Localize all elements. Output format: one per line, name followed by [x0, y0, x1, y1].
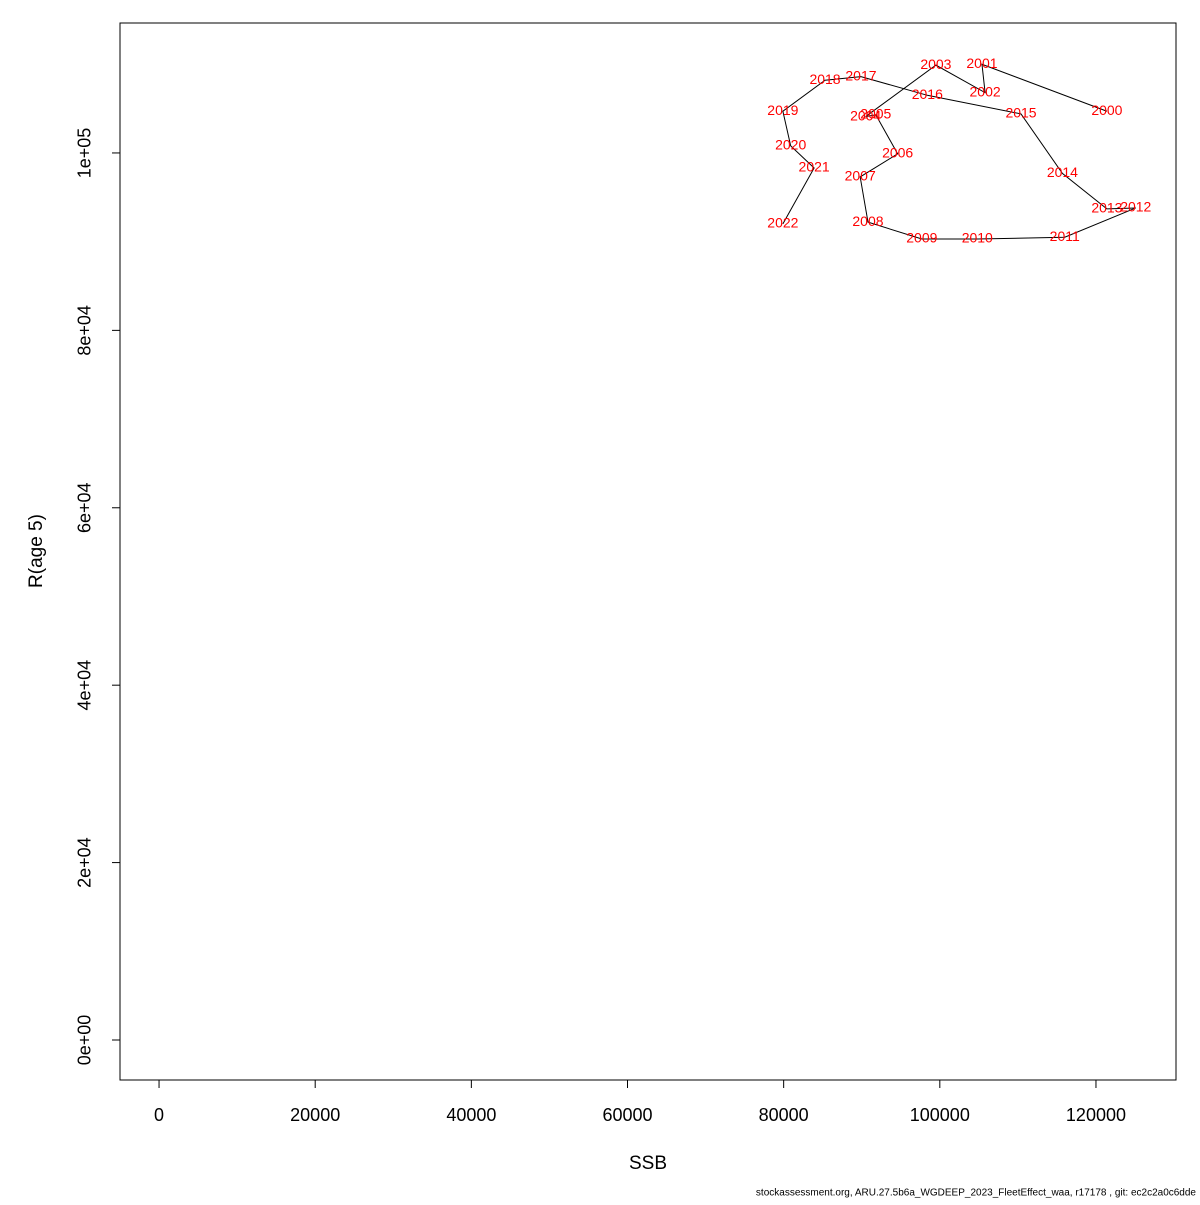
- x-tick-label: 0: [154, 1105, 164, 1125]
- year-label: 2001: [966, 55, 997, 71]
- year-label: 2009: [906, 230, 937, 246]
- year-label: 2006: [882, 145, 913, 161]
- year-label: 2005: [860, 106, 891, 122]
- x-tick-label: 100000: [910, 1105, 970, 1125]
- y-tick-label: 0e+00: [75, 1015, 95, 1066]
- year-label: 2013: [1091, 200, 1122, 216]
- year-label: 2022: [767, 215, 798, 231]
- year-label: 2010: [962, 230, 993, 246]
- trajectory: [782, 63, 1136, 240]
- x-tick-label: 60000: [602, 1105, 652, 1125]
- x-tick-label: 80000: [759, 1105, 809, 1125]
- plot-box: [119, 22, 1177, 1081]
- year-label: 2012: [1120, 199, 1151, 215]
- year-label: 2000: [1091, 102, 1122, 118]
- year-label: 2019: [767, 102, 798, 118]
- year-label: 2002: [970, 83, 1001, 99]
- year-label: 2015: [1005, 105, 1036, 121]
- year-label: 2004: [850, 107, 881, 123]
- x-tick-label: 120000: [1066, 1105, 1126, 1125]
- y-tick-label: 4e+04: [75, 660, 95, 711]
- x-axis-label: SSB: [629, 1153, 667, 1174]
- year-label: 2011: [1050, 228, 1080, 244]
- y-tick-label: 6e+04: [75, 482, 95, 533]
- year-label: 2017: [845, 67, 876, 83]
- year-label: 2020: [775, 137, 806, 153]
- year-label: 2003: [920, 56, 951, 72]
- footer: stockassessment.org, ARU.27.5b6a_WGDEEP_…: [756, 1188, 1197, 1199]
- year-label: 2007: [845, 168, 876, 184]
- year-label: 2014: [1047, 164, 1078, 180]
- y-tick-label: 8e+04: [75, 305, 95, 356]
- year-label: 2021: [799, 159, 830, 175]
- y-axis-label: R(age 5): [26, 514, 47, 588]
- year-label: 2018: [809, 71, 840, 87]
- year-label: 2016: [912, 86, 943, 102]
- year-label: 2008: [852, 213, 883, 229]
- x-tick-label: 40000: [446, 1105, 496, 1125]
- x-tick-label: 20000: [290, 1105, 340, 1125]
- y-tick-label: 1e+05: [75, 128, 95, 179]
- y-tick-label: 2e+04: [75, 837, 95, 888]
